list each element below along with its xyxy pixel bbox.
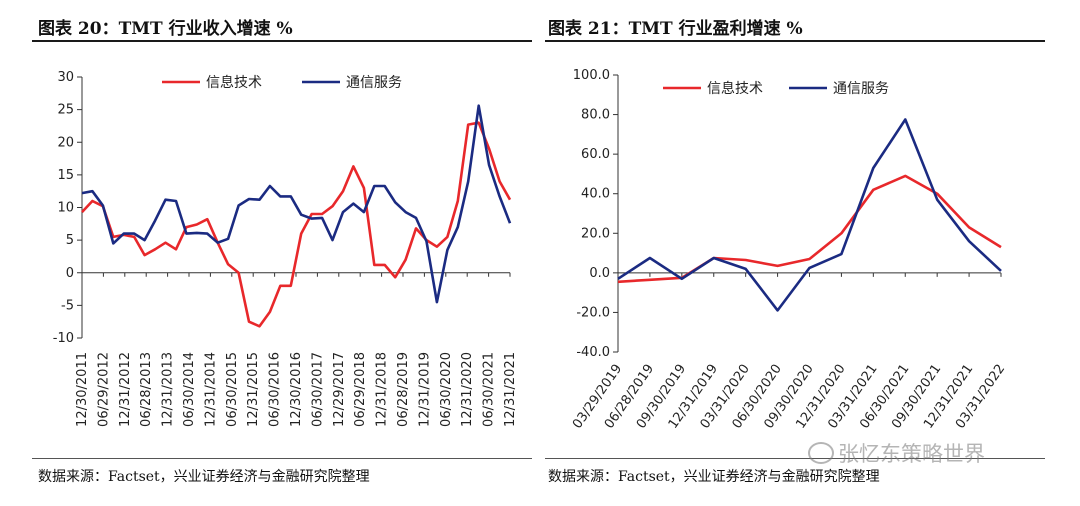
chart-title-right: 图表 21：TMT 行业盈利增速 %: [548, 19, 803, 39]
watermark: 张忆东策略世界: [808, 438, 985, 468]
x-tick-label: 12/31/2013: [161, 352, 176, 427]
source-note-left: 数据来源：Factset，兴业证券经济与金融研究院整理: [38, 469, 370, 485]
legend-label-2: 通信服务: [346, 75, 402, 91]
y-tick-label: 30: [57, 70, 74, 85]
y-tick-label: -10: [53, 331, 74, 346]
y-tick-label: 10: [57, 201, 74, 216]
series-line-2: [617, 118, 1002, 312]
y-tick-label: -40.0: [576, 345, 610, 360]
panel-revenue-growth: 图表 20：TMT 行业收入增速 % -10 -5 0 5 10 15 20 25 30 12/3…: [0, 0, 535, 506]
x-tick-label: 12/31/2015: [246, 352, 261, 427]
x-tick-label: 12/30/2016: [289, 352, 304, 427]
x-tick-label: 12/29/2017: [332, 352, 347, 427]
legend-label-2: 通信服务: [833, 81, 889, 97]
y-tick-label: 25: [57, 103, 74, 118]
panel-profit-growth: 图表 21：TMT 行业盈利增速 % -40.0 -20.0 0.0 20.0 40.0…: [545, 0, 1080, 506]
y-tick-label: 15: [57, 168, 74, 183]
y-tick-label: 60.0: [581, 147, 610, 162]
title-rule-right: [545, 40, 1045, 42]
x-tick-label: 12/31/2018: [375, 352, 390, 427]
y-tick-label: -20.0: [576, 305, 610, 320]
x-tick-label: 12/31/2019: [417, 352, 432, 427]
chart-profit-growth: -40.0-20.00.020.040.060.080.0100.003/29/…: [570, 68, 1008, 432]
x-tick-label: 12/31/2014: [203, 352, 218, 427]
y-tick-label: 40.0: [581, 187, 610, 202]
x-tick-label: 12/31/2020: [460, 352, 475, 427]
x-tick-label: 12/31/2012: [118, 352, 133, 427]
x-tick-label: 06/30/2020: [439, 352, 454, 427]
x-tick-label: 06/29/2018: [353, 352, 368, 427]
y-tick-label: 0: [66, 266, 74, 281]
legend-label-1: 信息技术: [707, 80, 763, 97]
y-tick-label: 100.0: [573, 68, 610, 83]
source-note-right: 数据来源：Factset，兴业证券经济与金融研究院整理: [548, 469, 880, 485]
y-tick-label: 20.0: [581, 226, 610, 241]
watermark-text: 张忆东策略世界: [838, 442, 985, 466]
y-tick-label: 80.0: [581, 108, 610, 123]
y-tick-label: 0.0: [589, 266, 610, 281]
x-tick-label: 06/29/2012: [96, 352, 111, 427]
y-tick-label: 20: [57, 135, 74, 150]
chart-revenue-growth: -10 -5 0 5 10 15 20 25 30 12/30/2011 06/29/2012 12/…: [53, 70, 518, 427]
x-tick-label: 12/31/2021: [503, 352, 518, 427]
series-line-2: [81, 104, 512, 304]
x-tick-label: 06/30/2015: [225, 352, 240, 427]
x-tick-label: 06/28/2013: [139, 352, 154, 427]
y-tick-label: 5: [66, 233, 74, 248]
x-tick-label: 06/30/2021: [482, 352, 497, 427]
x-tick-label: 06/28/2019: [396, 352, 411, 427]
y-tick-label: -5: [61, 298, 74, 313]
series-line-1: [617, 174, 1002, 284]
source-rule-right: [545, 458, 1045, 459]
source-rule-left: [32, 458, 532, 459]
title-rule-left: [32, 40, 532, 42]
chart-title-left: 图表 20：TMT 行业收入增速 %: [38, 19, 293, 39]
wechat-icon: [808, 442, 834, 464]
series-line-1: [81, 121, 512, 328]
x-tick-label: 06/30/2017: [310, 352, 325, 427]
x-tick-label: 06/30/2014: [182, 352, 197, 427]
legend-label-1: 信息技术: [206, 74, 262, 91]
x-tick-label: 06/30/2016: [268, 352, 283, 427]
x-tick-label: 12/30/2011: [75, 352, 90, 427]
